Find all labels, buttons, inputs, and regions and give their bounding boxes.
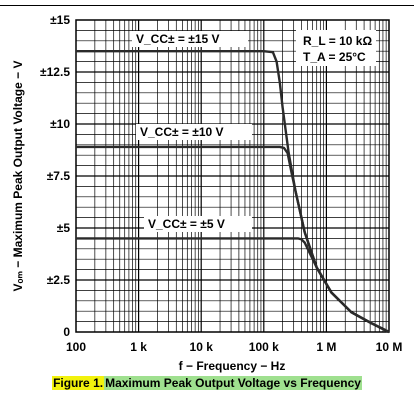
y-tick-label: ±2.5 bbox=[47, 273, 71, 287]
x-tick-label: 100 k bbox=[249, 340, 279, 354]
label-box-15v bbox=[132, 31, 248, 47]
condition-load: R_L = 10 kΩ bbox=[303, 34, 372, 48]
series-label-5v: V_CC± = ±5 V bbox=[148, 217, 225, 231]
label-box-5v bbox=[144, 216, 252, 232]
conditions-box bbox=[296, 30, 376, 66]
grid bbox=[76, 20, 389, 332]
series-line-0 bbox=[76, 50, 390, 334]
y-tick-labels: 0 ±2.5 ±5 ±7.5 ±10 ±12.5 ±15 bbox=[40, 13, 70, 339]
figure-label: Figure 1. bbox=[52, 376, 105, 390]
y-tick-label: ±15 bbox=[50, 13, 70, 27]
x-tick-label: 1 k bbox=[130, 340, 147, 354]
plot-frame bbox=[75, 19, 390, 333]
voltage-frequency-chart: 0 ±2.5 ±5 ±7.5 ±10 ±12.5 ±15 100 1 k 10 k 100 k 1 … bbox=[11, 13, 402, 373]
top-rule bbox=[0, 5, 414, 6]
series-label-15v: V_CC± = ±15 V bbox=[136, 32, 220, 46]
x-tick-label: 10 k bbox=[190, 340, 214, 354]
x-tick-label: 100 bbox=[66, 340, 86, 354]
x-tick-label: 10 M bbox=[376, 340, 403, 354]
x-tick-labels: 100 1 k 10 k 100 k 1 M 10 M bbox=[66, 340, 402, 354]
label-box-10v bbox=[136, 124, 252, 140]
y-tick-label: ±7.5 bbox=[47, 169, 71, 183]
condition-temperature: T_A = 25°C bbox=[303, 50, 366, 64]
figure-caption: Figure 1. Maximum Peak Output Voltage vs … bbox=[0, 376, 414, 390]
y-tick-label: ±12.5 bbox=[40, 65, 70, 79]
x-axis-title: f − Frequency − Hz bbox=[179, 359, 286, 373]
x-tick-label: 1 M bbox=[316, 340, 336, 354]
y-axis-title: Vₒₘ − Maximum Peak Output Voltage − V bbox=[11, 61, 25, 292]
curves bbox=[76, 50, 390, 334]
figure-title: Maximum Peak Output Voltage vs Frequency bbox=[104, 376, 362, 390]
y-tick-label: ±10 bbox=[50, 117, 70, 131]
y-tick-label: ±5 bbox=[57, 221, 71, 235]
series-line-2 bbox=[76, 237, 390, 334]
series-label-10v: V_CC± = ±10 V bbox=[140, 125, 224, 139]
y-tick-label: 0 bbox=[63, 325, 70, 339]
